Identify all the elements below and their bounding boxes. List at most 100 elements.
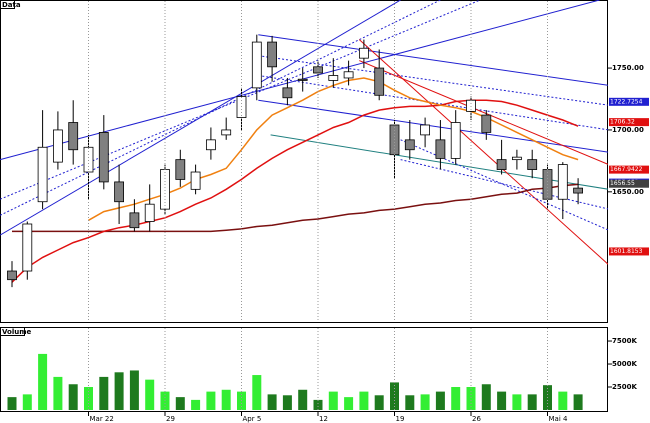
price-tag-label: 1601.8153 (610, 248, 643, 255)
volume-bar (267, 394, 277, 410)
candle-body (328, 75, 339, 81)
candle-body (53, 129, 63, 163)
volume-bar (206, 391, 216, 410)
trendline (358, 39, 608, 265)
trendline (258, 99, 608, 153)
volume-bar (451, 387, 461, 410)
candle-body (22, 223, 33, 272)
y-tick-label: 5000K (612, 360, 637, 368)
x-tick-label: 19 (396, 415, 405, 423)
candle-body (435, 139, 446, 159)
price-tag (609, 97, 649, 106)
volume-bar (466, 387, 476, 410)
trendline (400, 139, 608, 231)
price-tag-label: 1667.9422 (610, 166, 643, 173)
volume-bar (573, 394, 583, 410)
volume-bar (221, 389, 231, 410)
candle-body (297, 78, 308, 81)
candle-body (496, 159, 507, 170)
candle-body (205, 139, 216, 151)
price-tag-label: 1706.32 (610, 119, 635, 126)
candle-body (404, 139, 415, 151)
volume-bar (84, 387, 93, 410)
moving-average (11, 99, 579, 283)
price-tag (609, 165, 649, 174)
candle-body (343, 71, 354, 79)
y-tick-label: 1650.00 (612, 188, 644, 196)
volume-bar (420, 394, 430, 410)
volume-bar (129, 370, 139, 410)
volume-bar (435, 391, 445, 410)
price-tag (609, 247, 649, 256)
x-tick-label: Mai 4 (549, 415, 568, 423)
price-title: Data (2, 1, 21, 9)
candle-body (7, 270, 17, 281)
price-tag (609, 118, 649, 127)
volume-bar (68, 384, 78, 410)
trendline (258, 34, 608, 86)
candle-body (236, 96, 247, 118)
candle-body (251, 41, 262, 89)
volume-bar (497, 391, 507, 410)
price-tag (609, 179, 649, 188)
volume-bar (359, 391, 369, 410)
volume-title: Volume (2, 328, 32, 336)
volume-bar (282, 395, 292, 410)
volume-bar (7, 397, 17, 410)
y-tick-label: 1700.00 (612, 126, 644, 134)
candle-body (527, 159, 538, 170)
volume-bar (252, 375, 262, 410)
volume-bar (99, 376, 109, 410)
volume-bar (481, 384, 491, 410)
candle-body (37, 146, 48, 203)
candle-body (114, 181, 124, 203)
candle-body (267, 41, 278, 68)
candle-body (573, 187, 583, 194)
volume-bar (558, 391, 568, 410)
candle-body (450, 122, 461, 159)
candle-body (190, 171, 201, 190)
volume-bar (328, 391, 338, 410)
volume-bar (191, 399, 201, 410)
x-tick-label: Apr 5 (243, 415, 262, 423)
volume-bar (53, 376, 63, 410)
volume-bar (145, 379, 155, 410)
candle-body (282, 87, 293, 99)
candle-body (83, 146, 94, 173)
x-tick-label: 26 (472, 415, 481, 423)
candle-body (221, 129, 232, 136)
x-tick-label: 12 (319, 415, 328, 423)
trendline (0, 0, 441, 216)
price-tag-label: 1656.55 (610, 180, 635, 187)
volume-bar (405, 395, 415, 410)
y-tick-label: 1750.00 (612, 64, 644, 72)
candle-body (358, 47, 369, 59)
volume-bar (38, 353, 48, 410)
candle-body (512, 156, 522, 161)
trendline (0, 0, 401, 236)
candle-body (481, 114, 492, 133)
volume-bar (512, 394, 522, 410)
y-tick-label: 2500K (612, 383, 637, 391)
volume-bar (390, 382, 399, 410)
volume-bar (175, 397, 185, 410)
candle-body (175, 159, 186, 180)
candle-body (557, 164, 568, 200)
y-tick-label: 7500K (612, 337, 637, 345)
candle-body (68, 122, 79, 151)
volume-bar (313, 399, 323, 410)
volume-bar (298, 389, 308, 410)
volume-bar (114, 372, 124, 410)
trendline (359, 60, 608, 165)
candle-body (374, 67, 385, 96)
x-tick-label: 29 (166, 415, 175, 423)
volume-bar (344, 397, 354, 410)
price-tag-label: 1722.7254 (610, 98, 643, 105)
axes: Mar 22 29 Apr 5 12 19 26 Mai 4 1750.00 1700.00 16… (88, 1, 649, 423)
candle-body (144, 203, 155, 222)
volume-bar (527, 394, 537, 410)
volume-bar (22, 394, 32, 410)
title-box (0, 327, 25, 336)
trendline (258, 75, 608, 131)
